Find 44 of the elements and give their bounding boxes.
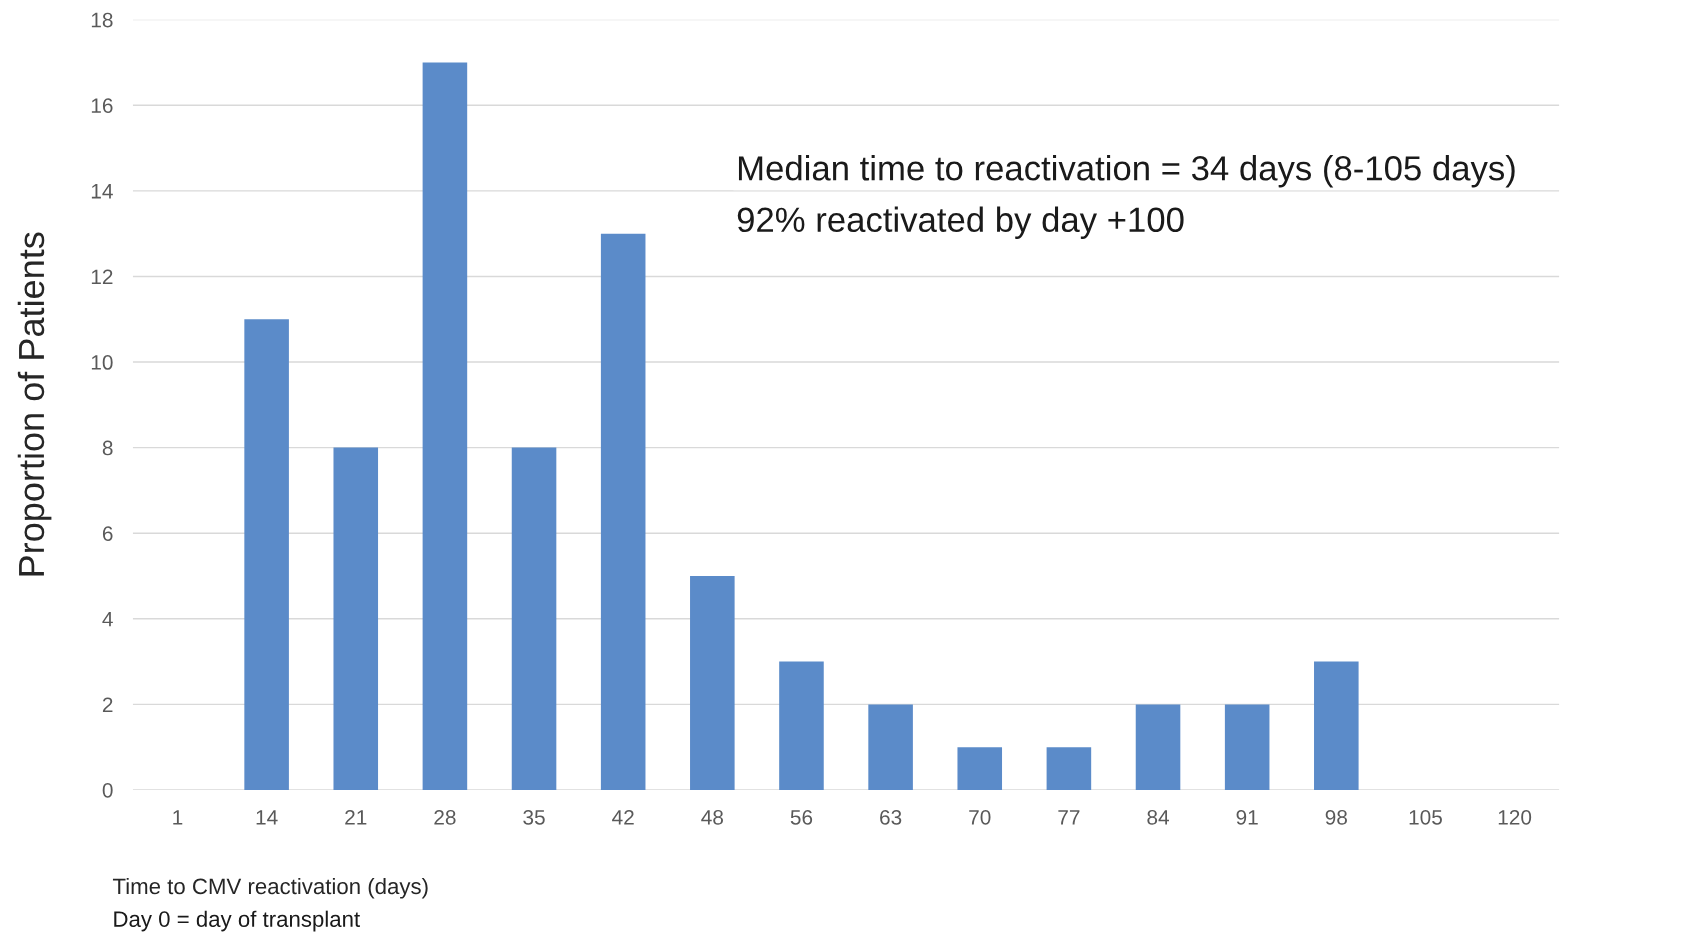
x-tick-label: 91 (1236, 809, 1258, 825)
annotation: Median time to reactivation = 34 days (8-105 days) (738, 155, 1515, 188)
bar (422, 62, 468, 790)
x-tick-label: 120 (1498, 809, 1532, 825)
x-tick-label: 63 (880, 809, 902, 825)
x-tick-label: 70 (969, 809, 991, 825)
bar (1224, 704, 1270, 790)
x-tick-label: 77 (1058, 810, 1080, 825)
x-tick-label: 28 (434, 809, 456, 825)
y-tick-label: 8 (102, 440, 113, 456)
bar (957, 747, 1003, 790)
y-tick-label: 16 (91, 98, 113, 113)
y-axis-title: Proportion of Patients (17, 232, 52, 576)
bar (779, 661, 824, 790)
bar (1046, 747, 1092, 790)
y-tick-label: 10 (91, 355, 113, 370)
x-axis-title: Time to CMV reactivation (days) (112, 877, 428, 899)
x-tick-label: 14 (256, 810, 278, 825)
x-tick-label: 84 (1147, 809, 1170, 825)
y-tick-label: 18 (91, 12, 113, 28)
y-tick-label: 2 (102, 697, 113, 712)
text: Day 0 = day of transplant (114, 910, 360, 932)
x-tick-label: 105 (1409, 809, 1442, 825)
bar (1135, 704, 1181, 790)
y-tick-label: 0 (102, 782, 113, 798)
bar (690, 576, 735, 790)
x-tick-label: 1 (173, 810, 183, 825)
x-tick-label: 98 (1325, 809, 1347, 825)
bar (600, 233, 646, 790)
x-tick-label: 56 (790, 809, 813, 825)
bar (1314, 661, 1359, 790)
x-tick-label: 35 (523, 809, 545, 825)
bar (511, 447, 557, 790)
y-tick-label: 4 (102, 612, 113, 627)
x-tick-label: 21 (345, 809, 367, 825)
bar (868, 704, 913, 790)
annotation: 92% reactivated by day +100 (737, 206, 1184, 239)
bar (244, 319, 289, 790)
y-tick-label: 6 (102, 526, 113, 541)
x-tick-label: 48 (701, 809, 724, 825)
y-tick-label: 12 (91, 269, 113, 284)
x-tick-label: 42 (612, 809, 634, 825)
bar (333, 447, 379, 790)
y-tick-label: 14 (91, 184, 113, 199)
